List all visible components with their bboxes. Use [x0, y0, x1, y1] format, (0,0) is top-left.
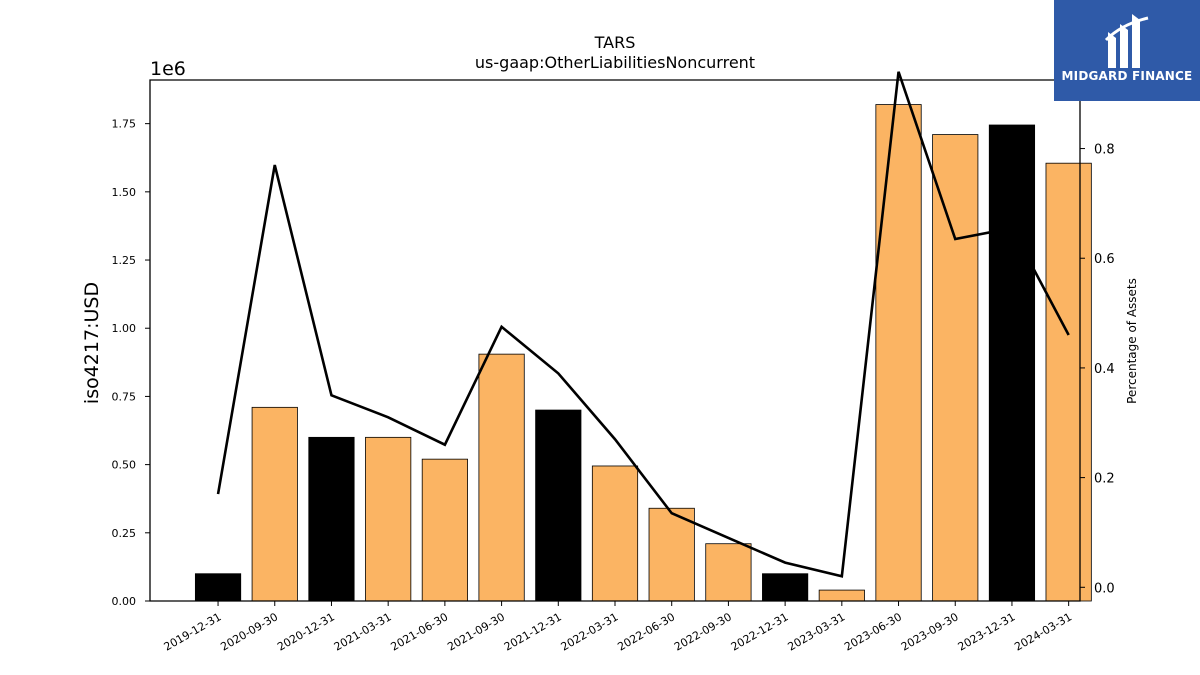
y-tick-label: 1.75	[112, 118, 137, 131]
x-tick-label: 2021-09-30	[445, 610, 507, 653]
y-tick-label: 0.25	[112, 527, 137, 540]
bar	[875, 104, 922, 602]
x-tick-label: 2022-09-30	[672, 610, 734, 653]
bar	[648, 507, 695, 602]
x-tick-label: 2019-12-31	[162, 610, 224, 653]
bar	[932, 134, 979, 602]
y-tick-label: 0.75	[112, 390, 137, 403]
logo-text: MIDGARD FINANCE	[1061, 69, 1193, 83]
x-tick-label: 2023-09-30	[899, 610, 961, 653]
midgard-finance-logo: MIDGARD FINANCE	[1054, 0, 1200, 101]
x-tick-label: 2020-09-30	[218, 610, 280, 653]
bar	[421, 458, 468, 602]
y-tick-label: 1.50	[112, 186, 137, 199]
x-tick-label: 2020-12-31	[275, 610, 337, 653]
bar	[762, 573, 809, 602]
x-tick-label: 2022-03-31	[559, 610, 621, 653]
y2-tick-label: 0.6	[1094, 252, 1115, 267]
x-tick-label: 2023-03-31	[785, 610, 847, 653]
y-tick-label: 1.00	[112, 322, 137, 335]
y2-tick-label: 0.2	[1094, 472, 1115, 487]
bar	[194, 573, 242, 602]
bar	[705, 543, 752, 602]
bar	[818, 589, 865, 602]
y2-tick-label: 0.8	[1094, 143, 1115, 158]
plot-frame	[149, 79, 1081, 602]
bar	[535, 409, 582, 602]
bar	[251, 406, 298, 602]
logo-mark-icon	[1104, 14, 1149, 68]
x-tick-label: 2022-06-30	[615, 610, 677, 653]
y-tick-label: 1.25	[112, 254, 137, 267]
x-tick-label: 2024-03-31	[1012, 610, 1074, 653]
y2-tick-label: 0.0	[1094, 581, 1115, 596]
x-tick-label: 2021-06-30	[389, 610, 451, 653]
chart-title: TARS	[594, 33, 636, 52]
bar	[1045, 162, 1092, 602]
x-tick-label: 2021-03-31	[332, 610, 394, 653]
bar	[308, 436, 355, 602]
bar	[591, 465, 639, 602]
y-tick-label: 0.50	[112, 459, 137, 472]
line-series	[216, 71, 1070, 578]
bar	[365, 436, 412, 602]
chart-subtitle: us-gaap:OtherLiabilitiesNoncurrent	[475, 53, 755, 72]
y-offset-label: 1e6	[150, 58, 186, 80]
bar	[478, 353, 525, 602]
bars-group	[194, 104, 1092, 602]
y-axis-label: iso4217:USD	[81, 282, 103, 404]
x-tick-label: 2021-12-31	[502, 610, 564, 653]
bar	[988, 124, 1036, 602]
x-tick-label: 2022-12-31	[729, 610, 791, 653]
x-tick-label: 2023-12-31	[956, 610, 1018, 653]
line-group	[216, 71, 1070, 578]
y-tick-label: 0.00	[112, 595, 137, 608]
y2-tick-label: 0.4	[1094, 362, 1115, 377]
y2-axis-label: Percentage of Assets	[1125, 278, 1139, 404]
x-tick-label: 2023-06-30	[842, 610, 904, 653]
